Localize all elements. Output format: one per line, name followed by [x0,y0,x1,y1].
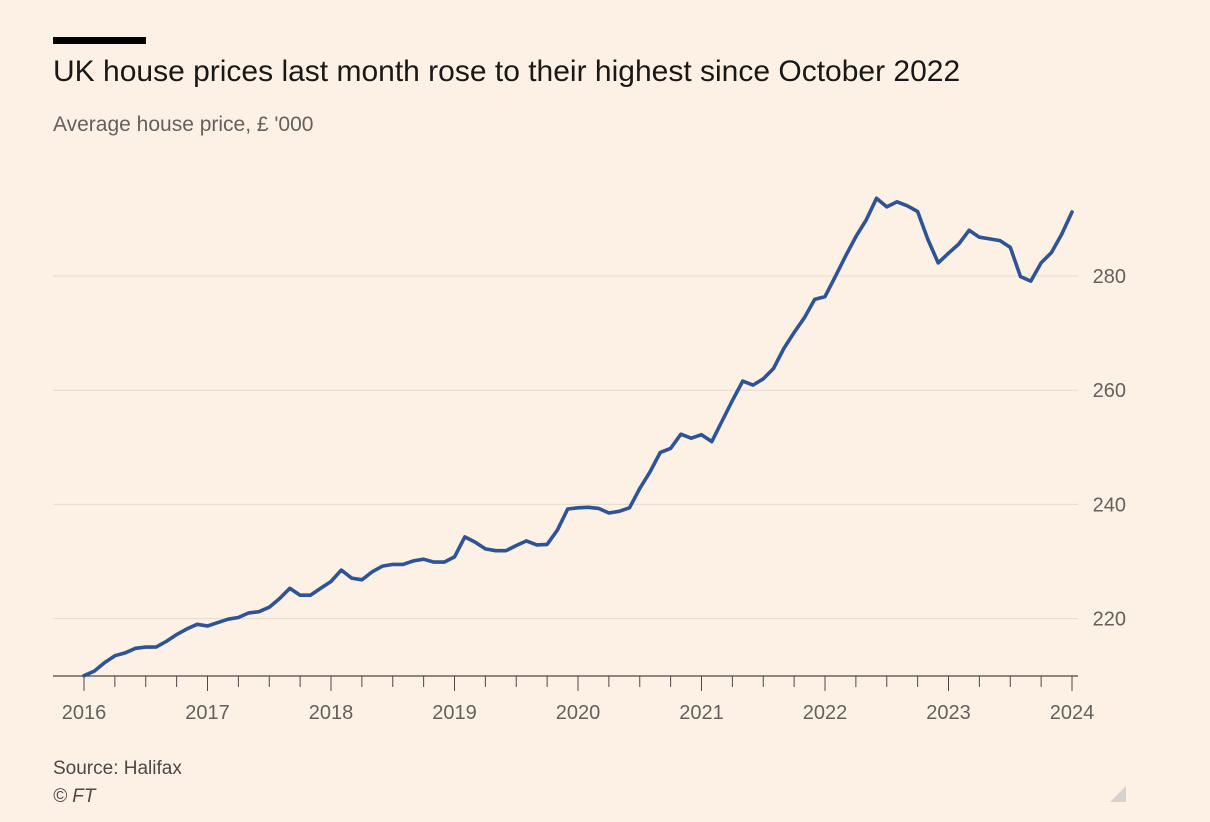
x-tick-label-2022: 2022 [803,702,848,724]
x-tick-label-2017: 2017 [185,702,230,724]
x-tick-label-2018: 2018 [309,702,354,724]
gridlines [53,275,1078,620]
chart-title: UK house prices last month rose to their… [53,55,961,88]
y-tick-label-240: 240 [1093,494,1126,516]
top-rule [53,37,146,44]
resize-handle-icon[interactable] [1110,786,1126,802]
x-tick-label-2024: 2024 [1050,702,1095,724]
x-axis [53,675,1078,691]
x-tick-label-2021: 2021 [679,702,724,724]
x-tick-label-2019: 2019 [432,702,477,724]
x-tick-label-2023: 2023 [926,702,971,724]
y-tick-label-220: 220 [1093,609,1126,631]
x-tick-label-2016: 2016 [62,702,107,724]
copyright-credit: © FT [53,786,96,807]
y-tick-label-280: 280 [1093,266,1126,288]
source-note: Source: Halifax [53,758,182,779]
chart-subtitle: Average house price, £ '000 [53,113,314,136]
x-tick-label-2020: 2020 [556,702,601,724]
series-layer [82,196,1074,678]
series-line-0 [82,196,1074,678]
y-tick-label-260: 260 [1093,380,1126,402]
x-tick-labels: 2016 2017 2018 2019 2020 2021 2022 2023 2024 [62,702,1095,724]
y-axis: 220 240 260 280 [1093,266,1126,631]
